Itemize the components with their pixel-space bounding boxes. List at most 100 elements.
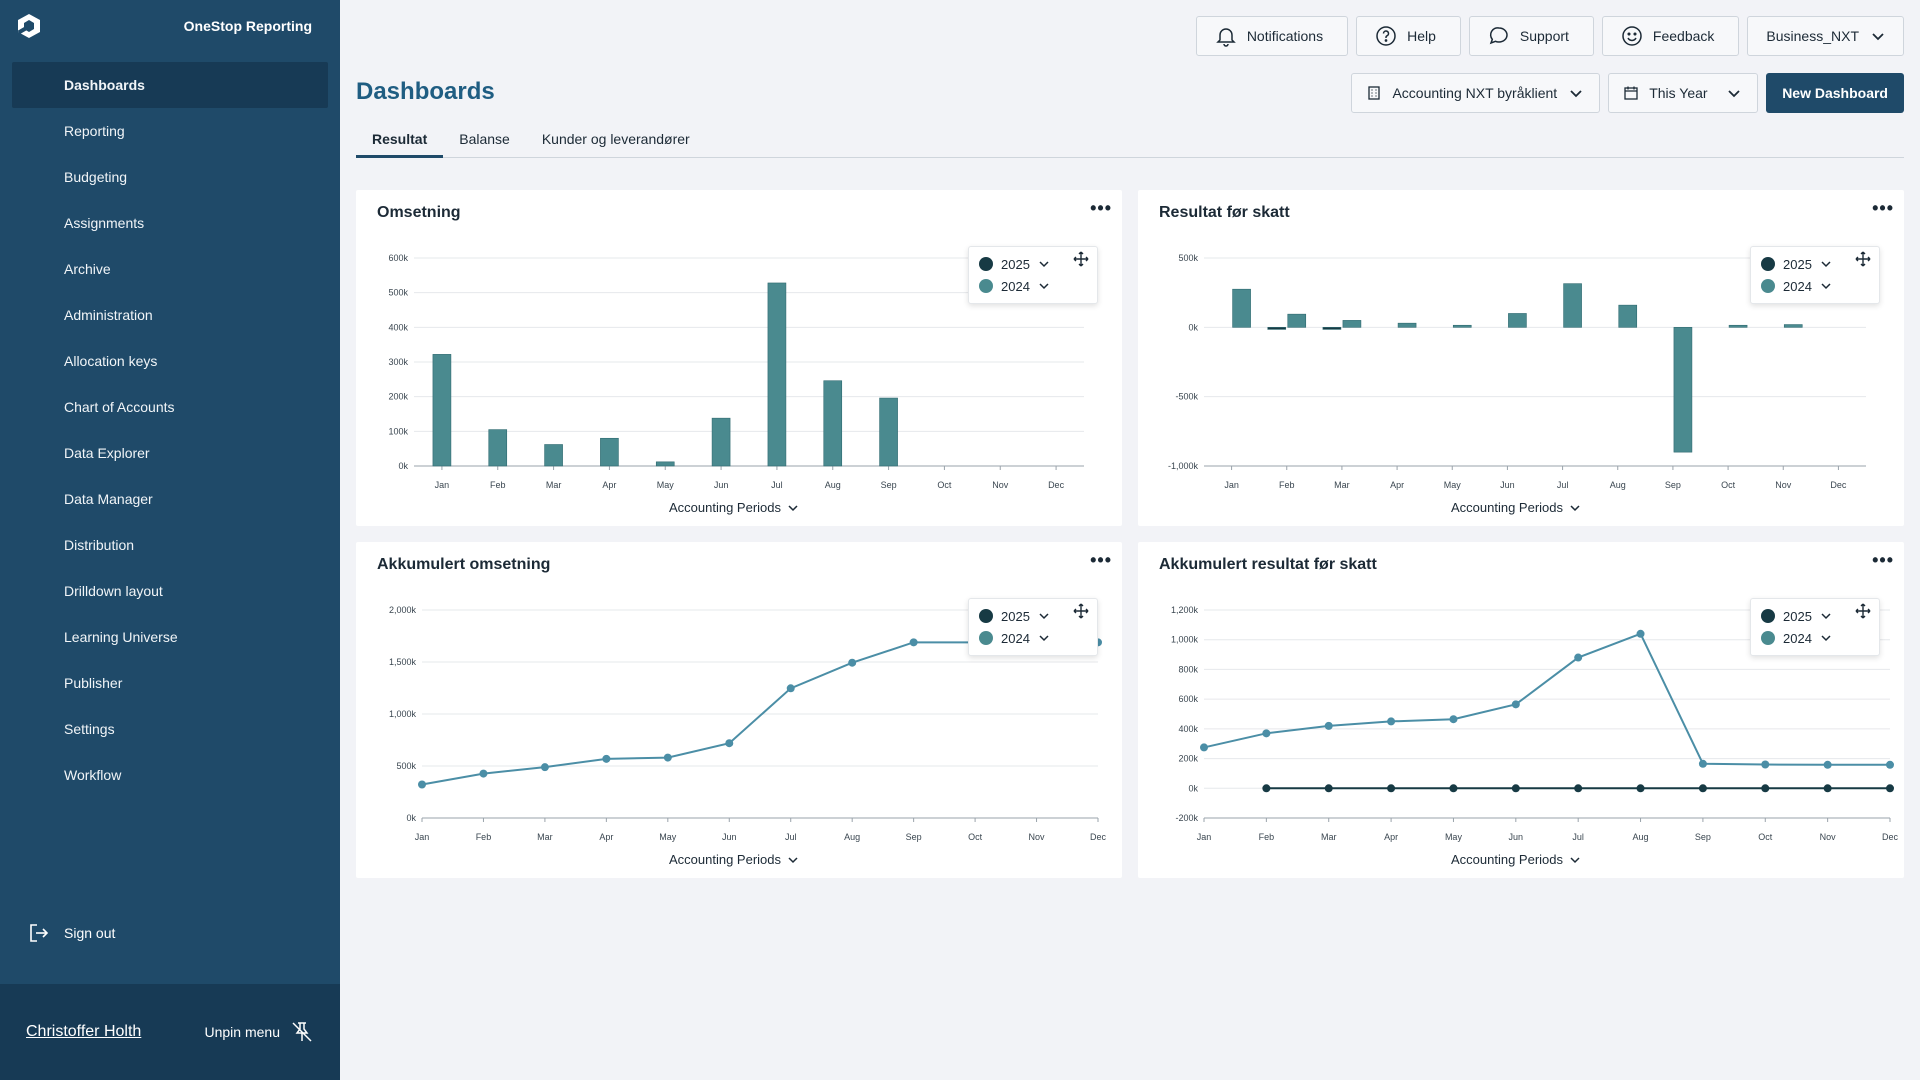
point-2024-dec[interactable] <box>1886 760 1894 769</box>
point-2025-feb[interactable] <box>1262 784 1271 793</box>
bar-2024-sep[interactable] <box>879 397 898 467</box>
legend-item-2024[interactable]: 2024 <box>1761 627 1869 649</box>
legend-item-2024[interactable]: 2024 <box>979 275 1087 297</box>
logo-icon[interactable] <box>16 13 42 39</box>
point-2024-jan[interactable] <box>1200 743 1208 752</box>
legend-item-2024[interactable]: 2024 <box>979 627 1087 649</box>
bar-2024-mar[interactable] <box>544 444 563 467</box>
point-2025-apr[interactable] <box>1387 784 1396 793</box>
new-dashboard-button[interactable]: New Dashboard <box>1766 73 1904 113</box>
point-2024-feb[interactable] <box>1262 729 1271 738</box>
more-options-icon[interactable]: ••• <box>1090 198 1112 218</box>
bar-2024-oct[interactable] <box>1728 324 1748 328</box>
tab-resultat[interactable]: Resultat <box>356 126 444 158</box>
point-2025-jun[interactable] <box>1511 784 1520 793</box>
bar-2024-may[interactable] <box>1452 324 1472 328</box>
bar-2024-jun[interactable] <box>711 417 731 467</box>
point-2024-nov[interactable] <box>1823 760 1832 769</box>
unpin-menu-button[interactable]: Unpin menu <box>205 1020 315 1044</box>
company-select[interactable]: Business_NXT <box>1747 16 1904 56</box>
point-2024-jan[interactable] <box>418 780 426 789</box>
support-button[interactable]: Support <box>1468 16 1594 56</box>
bar-2024-feb[interactable] <box>1287 313 1307 328</box>
tab-balanse[interactable]: Balanse <box>459 131 510 147</box>
move-icon[interactable] <box>1855 603 1871 619</box>
sidebar-item-data-explorer[interactable]: Data Explorer <box>64 445 150 461</box>
point-2024-aug[interactable] <box>848 658 857 667</box>
point-2025-mar[interactable] <box>1324 784 1333 793</box>
accounting-periods-select[interactable]: Accounting Periods <box>669 852 799 867</box>
legend-item-2025[interactable]: 2025 <box>979 253 1087 275</box>
move-icon[interactable] <box>1073 603 1089 619</box>
sidebar-item-administration[interactable]: Administration <box>64 307 153 323</box>
sidebar-item-budgeting[interactable]: Budgeting <box>64 169 128 185</box>
point-2024-mar[interactable] <box>540 763 549 772</box>
bar-2024-aug[interactable] <box>1618 304 1638 328</box>
point-2024-sep[interactable] <box>909 638 918 647</box>
sidebar-item-settings[interactable]: Settings <box>64 721 115 737</box>
bar-2024-jul[interactable] <box>767 282 787 467</box>
sidebar-item-allocation-keys[interactable]: Allocation keys <box>64 353 158 369</box>
bar-2024-apr[interactable] <box>1397 322 1417 328</box>
sidebar-item-drilldown-layout[interactable]: Drilldown layout <box>64 583 163 599</box>
sidebar-item-workflow[interactable]: Workflow <box>64 767 122 783</box>
point-2024-may[interactable] <box>663 753 672 762</box>
bar-2024-feb[interactable] <box>488 429 508 467</box>
legend-item-2024[interactable]: 2024 <box>1761 275 1869 297</box>
accounting-periods-select[interactable]: Accounting Periods <box>1451 852 1581 867</box>
client-select[interactable]: Accounting NXT byråklient <box>1351 73 1601 113</box>
point-2024-jun[interactable] <box>1511 700 1520 709</box>
move-icon[interactable] <box>1855 251 1871 267</box>
legend-item-2025[interactable]: 2025 <box>1761 605 1869 627</box>
sidebar-item-archive[interactable]: Archive <box>64 261 111 277</box>
point-2025-jul[interactable] <box>1574 784 1583 793</box>
bar-2024-apr[interactable] <box>600 437 619 467</box>
sidebar-item-data-manager[interactable]: Data Manager <box>64 491 153 507</box>
point-2024-sep[interactable] <box>1698 759 1707 768</box>
sidebar-item-chart-of-accounts[interactable]: Chart of Accounts <box>64 399 175 415</box>
move-icon[interactable] <box>1073 251 1089 267</box>
point-2025-oct[interactable] <box>1761 784 1770 793</box>
more-options-icon[interactable]: ••• <box>1872 198 1894 218</box>
tab-kunder-og-leverandorer[interactable]: Kunder og leverandører <box>541 131 690 147</box>
accounting-periods-select[interactable]: Accounting Periods <box>669 500 799 515</box>
bar-2024-may[interactable] <box>655 461 675 467</box>
point-2025-may[interactable] <box>1449 784 1458 793</box>
point-2024-jul[interactable] <box>1574 653 1583 662</box>
sidebar-item-learning-universe[interactable]: Learning Universe <box>64 629 178 645</box>
period-select[interactable]: This Year <box>1608 73 1759 113</box>
point-2024-aug[interactable] <box>1636 629 1645 638</box>
point-2024-apr[interactable] <box>602 754 611 763</box>
accounting-periods-select[interactable]: Accounting Periods <box>1451 500 1581 515</box>
bar-2024-jun[interactable] <box>1508 313 1527 328</box>
sidebar-item-distribution[interactable]: Distribution <box>64 537 135 553</box>
bar-2024-mar[interactable] <box>1342 320 1362 328</box>
point-2024-jul[interactable] <box>786 684 795 693</box>
bar-2024-jan[interactable] <box>1232 288 1251 328</box>
point-2024-apr[interactable] <box>1387 717 1396 726</box>
point-2024-oct[interactable] <box>1761 760 1770 769</box>
sidebar-item-publisher[interactable]: Publisher <box>64 675 123 691</box>
bar-2024-nov[interactable] <box>1783 324 1803 328</box>
point-2025-aug[interactable] <box>1636 784 1645 793</box>
point-2025-sep[interactable] <box>1698 784 1707 793</box>
bar-2025-mar[interactable] <box>1322 327 1342 330</box>
sidebar-item-reporting[interactable]: Reporting <box>64 123 125 139</box>
user-name-link[interactable]: Christoffer Holth <box>26 1023 142 1040</box>
notifications-button[interactable]: Notifications <box>1195 16 1349 56</box>
bar-2024-jan[interactable] <box>432 354 452 467</box>
bar-2024-aug[interactable] <box>823 380 843 467</box>
point-2024-mar[interactable] <box>1324 721 1333 730</box>
more-options-icon[interactable]: ••• <box>1872 550 1894 570</box>
sidebar-item-assignments[interactable]: Assignments <box>64 215 145 231</box>
legend-item-2025[interactable]: 2025 <box>979 605 1087 627</box>
point-2025-dec[interactable] <box>1886 784 1894 793</box>
point-2024-feb[interactable] <box>479 769 488 778</box>
help-button[interactable]: Help <box>1356 16 1461 56</box>
point-2025-nov[interactable] <box>1823 784 1832 793</box>
bar-2024-sep[interactable] <box>1673 327 1693 453</box>
point-2024-jun[interactable] <box>725 739 734 748</box>
legend-item-2025[interactable]: 2025 <box>1761 253 1869 275</box>
feedback-button[interactable]: Feedback <box>1601 16 1740 56</box>
sign-out-button[interactable]: Sign out <box>28 922 115 944</box>
